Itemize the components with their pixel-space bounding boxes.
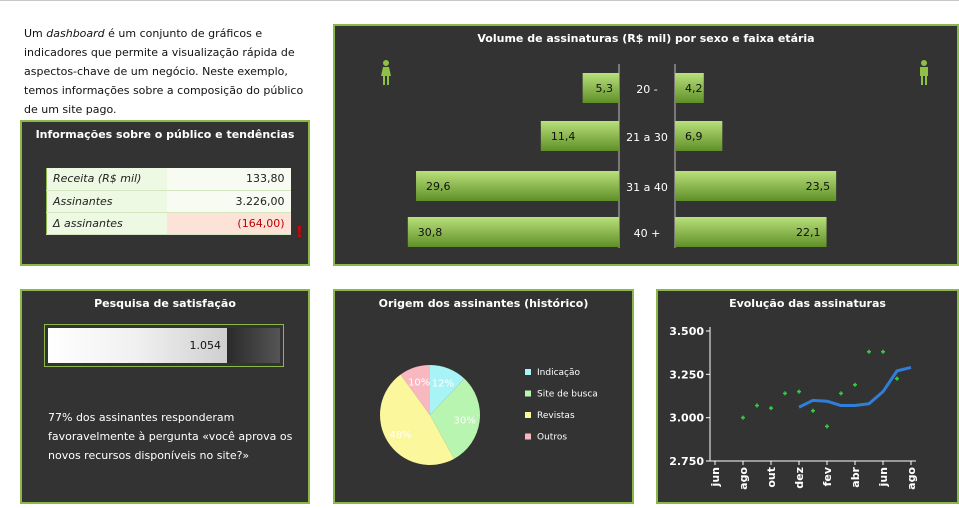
satisfaction-text: 77% dos assinantes responderam favoravel… bbox=[48, 411, 293, 462]
data-point bbox=[853, 382, 857, 387]
legend-label: Site de busca bbox=[537, 390, 598, 400]
intro-text: Um dashboard é um conjunto de gráficos e… bbox=[24, 27, 304, 116]
x-tick-label: dez bbox=[793, 467, 806, 489]
category-label: 21 a 30 bbox=[626, 131, 668, 144]
x-tick-label: jun bbox=[709, 467, 722, 487]
row-value: 3.226,00 bbox=[166, 190, 291, 213]
slice-label: 12% bbox=[432, 378, 454, 389]
bar-right bbox=[675, 171, 837, 201]
legend-swatch bbox=[525, 433, 531, 440]
legend-label: Revistas bbox=[537, 411, 575, 421]
row-label: Assinantes bbox=[46, 190, 167, 213]
y-tick-label: 3.250 bbox=[669, 368, 704, 381]
legend-swatch bbox=[525, 412, 531, 418]
data-point bbox=[811, 408, 815, 413]
pie-slice bbox=[379, 374, 455, 466]
bar-right bbox=[675, 217, 827, 247]
bar-label-right: 23,5 bbox=[806, 180, 831, 193]
satisfaction-bar: 1.054 bbox=[44, 324, 284, 367]
pyramid-chart: 5,3 4,2 20 - 11,4 6,9 21 a 30 29,6 23,5 31 a 40 3… bbox=[381, 60, 928, 248]
pie-chart: 12% 30% 48% 10% Indicação Site de busca Revis… bbox=[379, 365, 598, 466]
table-row: Δ assinantes (164,00) bbox=[46, 212, 291, 235]
bar-left bbox=[582, 73, 619, 103]
bar-label-left: 5,3 bbox=[596, 82, 614, 95]
evolution-title: Evolução das assinaturas bbox=[729, 297, 886, 310]
row-label: Δ assinantes bbox=[46, 212, 167, 235]
bar-right bbox=[675, 73, 704, 103]
bar-left bbox=[416, 171, 619, 201]
category-label: 20 - bbox=[636, 83, 657, 96]
x-tick-label: ago bbox=[737, 467, 750, 490]
category-label: 31 a 40 bbox=[626, 181, 668, 194]
legend-label: Outros bbox=[537, 433, 567, 443]
x-tick-label: jun bbox=[877, 467, 890, 487]
x-tick-label: ago bbox=[905, 467, 918, 490]
row-label: Receita (R$ mil) bbox=[46, 168, 167, 191]
data-point bbox=[755, 403, 759, 408]
data-point bbox=[797, 389, 801, 394]
data-point bbox=[895, 376, 899, 381]
bar-label-right: 4,2 bbox=[685, 82, 703, 95]
bar-label-right: 22,1 bbox=[796, 226, 821, 239]
male-figure-icon bbox=[920, 60, 928, 85]
slice-label: 48% bbox=[389, 430, 411, 441]
pie-slice bbox=[400, 365, 430, 415]
satisfaction-remainder bbox=[227, 328, 280, 363]
data-point bbox=[839, 391, 843, 396]
evolution-panel: Evolução das assinaturas 3.500 3.250 3.000… bbox=[656, 289, 959, 504]
data-point bbox=[741, 415, 745, 420]
bar-left bbox=[407, 217, 619, 247]
y-tick-label: 3.000 bbox=[669, 412, 704, 425]
female-figure-icon bbox=[381, 60, 391, 85]
legend-swatch bbox=[525, 369, 531, 375]
pie-slice bbox=[430, 378, 480, 459]
bar-label-right: 6,9 bbox=[685, 130, 703, 143]
info-table: Receita (R$ mil) 133,80 Assinantes 3.226… bbox=[46, 168, 291, 235]
legend-label: Indicação bbox=[537, 368, 580, 378]
bar-label-left: 11,4 bbox=[551, 130, 576, 143]
row-value: 133,80 bbox=[166, 168, 291, 191]
warning-icon: ! bbox=[296, 223, 303, 241]
slice-label: 30% bbox=[454, 415, 476, 426]
data-point bbox=[825, 424, 829, 429]
intro-emphasis: dashboard bbox=[46, 27, 105, 40]
y-tick-label: 3.500 bbox=[669, 325, 704, 338]
satisfaction-fill bbox=[48, 328, 227, 363]
volume-title: Volume de assinaturas (R$ mil) por sexo … bbox=[477, 32, 815, 45]
row-value: (164,00) bbox=[166, 212, 291, 235]
data-point bbox=[783, 391, 787, 396]
x-tick-label: fev bbox=[821, 466, 834, 486]
table-row: Receita (R$ mil) 133,80 bbox=[46, 168, 291, 191]
bar-label-left: 30,8 bbox=[418, 226, 443, 239]
origin-panel: Origem dos assinantes (histórico) 12% 30%… bbox=[333, 289, 634, 504]
x-tick-label: out bbox=[765, 467, 778, 488]
data-point bbox=[769, 406, 773, 411]
slice-label: 10% bbox=[408, 378, 430, 389]
satisfaction-panel: Pesquisa de satisfação 1.054 77% dos ass… bbox=[20, 289, 310, 504]
legend-swatch bbox=[525, 390, 531, 397]
bar-left bbox=[540, 121, 619, 151]
x-tick-label: abr bbox=[849, 466, 862, 487]
y-tick-label: 2.750 bbox=[669, 455, 704, 468]
pie-slice bbox=[430, 365, 465, 415]
origin-title: Origem dos assinantes (histórico) bbox=[378, 297, 589, 310]
bar-label-left: 29,6 bbox=[426, 180, 451, 193]
volume-panel: Volume de assinaturas (R$ mil) por sexo … bbox=[333, 24, 959, 266]
bar-right bbox=[675, 121, 723, 151]
data-point bbox=[867, 349, 871, 354]
table-row: Assinantes 3.226,00 bbox=[46, 190, 291, 213]
category-label: 40 + bbox=[634, 227, 661, 240]
data-point bbox=[881, 349, 885, 354]
satisfaction-title: Pesquisa de satisfação bbox=[94, 297, 236, 310]
info-title: Informações sobre o público e tendências bbox=[35, 128, 295, 141]
satisfaction-value: 1.054 bbox=[189, 339, 222, 352]
series-line bbox=[798, 365, 912, 409]
info-panel: Informações sobre o público e tendências… bbox=[20, 120, 310, 266]
top-rule bbox=[0, 0, 959, 1]
line-chart: 3.500 3.250 3.000 2.750 jun ago out dez fev abr ju… bbox=[669, 325, 918, 490]
